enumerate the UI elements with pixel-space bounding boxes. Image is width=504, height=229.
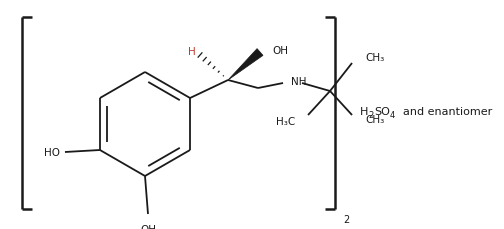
Polygon shape xyxy=(228,49,263,81)
Text: NH: NH xyxy=(291,77,306,87)
Text: 2: 2 xyxy=(343,214,349,224)
Text: HO: HO xyxy=(44,147,60,157)
Text: H: H xyxy=(188,47,196,57)
Text: CH₃: CH₃ xyxy=(365,53,384,63)
Text: 4: 4 xyxy=(390,111,395,120)
Text: H: H xyxy=(360,106,368,117)
Text: H₃C: H₃C xyxy=(276,117,295,126)
Text: and enantiomer: and enantiomer xyxy=(396,106,492,117)
Text: 2: 2 xyxy=(368,111,373,120)
Text: SO: SO xyxy=(374,106,390,117)
Text: CH₃: CH₃ xyxy=(365,114,384,124)
Text: OH: OH xyxy=(140,224,156,229)
Text: OH: OH xyxy=(272,46,288,56)
